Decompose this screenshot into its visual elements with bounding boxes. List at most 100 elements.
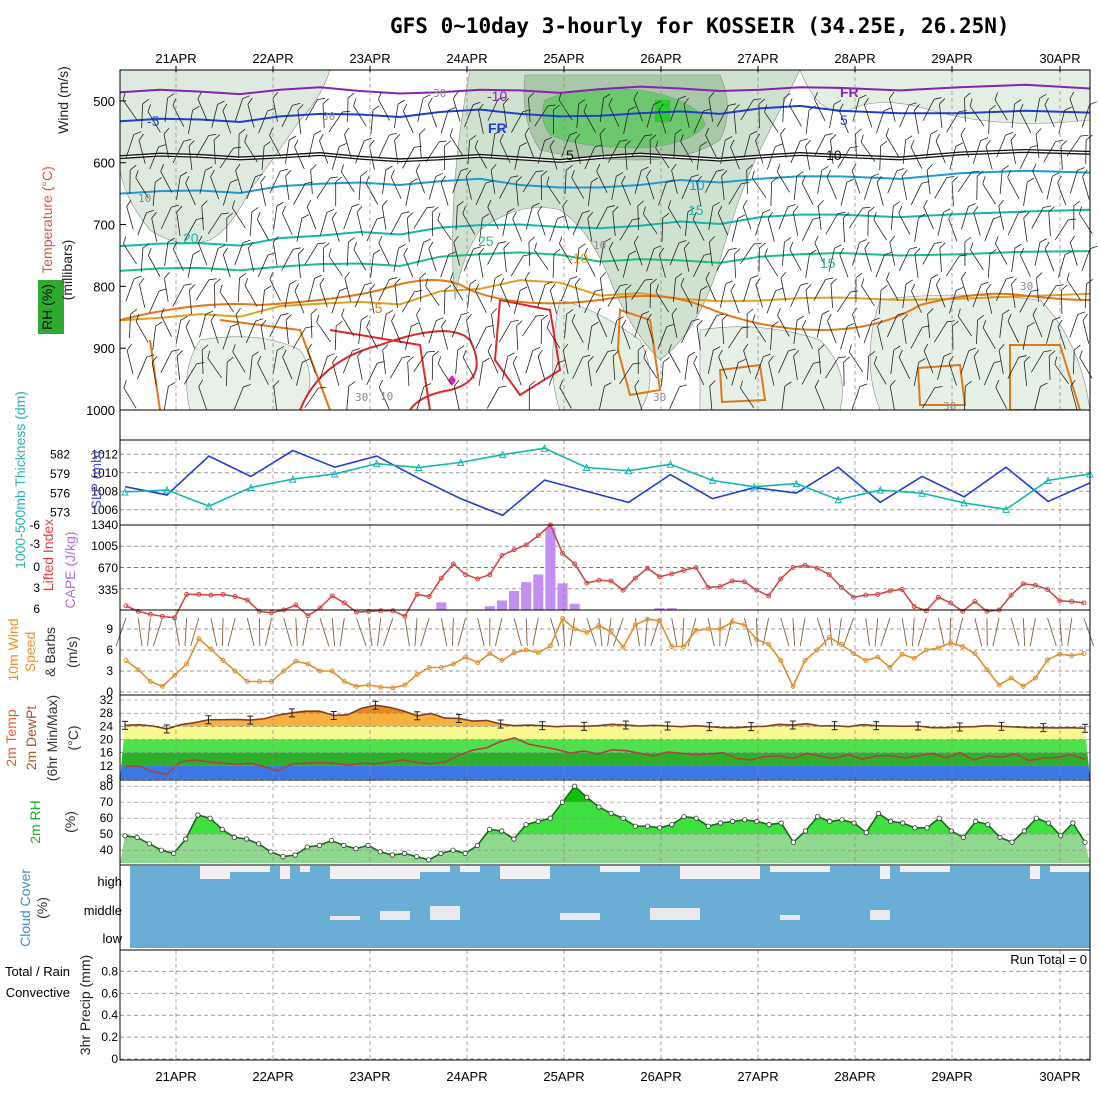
wind-barb <box>986 283 993 314</box>
barb-flag <box>406 212 414 219</box>
barb-flag <box>330 176 338 179</box>
barb-flag <box>151 355 158 363</box>
wind-barb <box>196 133 217 157</box>
barb-flag <box>776 164 781 172</box>
barb-staff <box>721 176 725 200</box>
wind-barb <box>1044 97 1055 128</box>
wind-barb <box>247 241 255 272</box>
barb-staff <box>123 387 137 409</box>
barb-staff <box>646 176 655 200</box>
chart-title: GFS 0~10day 3-hourly for KOSSEIR (34.25E… <box>390 14 1010 38</box>
barb-flag <box>562 199 568 207</box>
barb-flag <box>1080 134 1089 137</box>
y-tick-label: 800 <box>93 279 115 294</box>
axis-label-barbs: & Barbs <box>42 627 58 677</box>
barb-staff <box>830 140 834 164</box>
date-label-bottom: 28APR <box>834 1069 875 1084</box>
barb-flag <box>282 349 287 358</box>
wind-barb <box>273 380 280 410</box>
barb-staff <box>619 363 633 385</box>
barb-staff <box>210 176 220 200</box>
barb-flag <box>587 211 594 219</box>
wind-barb <box>164 93 175 122</box>
barb-staff <box>805 146 811 170</box>
barb-staff <box>475 327 487 349</box>
wind-barb <box>331 287 348 314</box>
barb-staff <box>793 176 798 200</box>
barb-flag <box>189 284 196 291</box>
li-marker <box>208 592 214 598</box>
barb-flag <box>771 176 779 183</box>
wind-barb <box>661 212 670 243</box>
barb-staff <box>524 134 534 158</box>
barb-flag <box>328 248 332 257</box>
y-tick-label: 1000 <box>86 403 115 418</box>
wind-barb <box>631 134 653 157</box>
li-marker <box>693 565 699 570</box>
barb-staff <box>681 320 693 344</box>
barb-flag <box>976 170 984 177</box>
wind-barb <box>353 98 367 127</box>
barb-staff <box>188 146 193 170</box>
barb-staff <box>1007 212 1019 236</box>
wind-barb <box>572 210 590 236</box>
barb-staff <box>1023 182 1028 206</box>
barb-flag <box>378 379 384 388</box>
wind-barb <box>619 218 641 241</box>
wind-barb <box>673 273 683 302</box>
barb-flag <box>310 164 317 171</box>
barb-staff <box>417 98 424 122</box>
wind-barb <box>877 319 884 350</box>
barb-staff <box>370 254 374 278</box>
barb-staff <box>914 254 919 278</box>
wind-barb <box>393 244 406 272</box>
barb-staff <box>342 350 353 374</box>
barb-flag <box>889 235 895 243</box>
barb-flag <box>980 137 989 141</box>
barb-staff <box>607 285 621 307</box>
wind-barb <box>207 350 222 379</box>
wind-barb <box>1072 344 1081 375</box>
wind-barb <box>197 91 208 122</box>
barb-flag <box>348 381 356 387</box>
wind-barb <box>402 145 422 169</box>
contour-label: 10 <box>826 147 842 163</box>
li-marker <box>596 577 602 583</box>
barb-staff <box>669 386 680 410</box>
barb-staff <box>389 357 403 379</box>
wind-barb <box>805 284 812 314</box>
wind-barb <box>201 200 208 230</box>
barb-staff <box>467 284 471 308</box>
wind-barb <box>369 283 376 314</box>
barb-flag <box>583 104 588 112</box>
wind-barb <box>733 104 740 134</box>
barb-flag <box>833 100 842 105</box>
barb-staff <box>273 386 278 410</box>
barb-flag <box>784 381 792 387</box>
wind-barb <box>347 92 355 123</box>
barb-flag <box>122 92 126 101</box>
isotherm-15 <box>119 250 1091 272</box>
surface-barb <box>1047 617 1057 647</box>
barb-flag <box>762 209 771 213</box>
barb-staff <box>768 362 775 386</box>
wind-barb <box>1036 272 1043 302</box>
wind-marker <box>802 658 808 663</box>
barb-flag <box>777 308 781 316</box>
barb-flag <box>221 212 230 215</box>
wind-barb <box>475 283 487 313</box>
contour-label: 10 <box>689 177 705 193</box>
barb-staff <box>237 277 240 303</box>
barb-staff <box>902 140 907 164</box>
barb-staff <box>183 363 198 385</box>
barb-staff <box>201 206 204 230</box>
wind-barb <box>123 380 137 409</box>
wind-barb <box>353 242 367 271</box>
wind-barb <box>1011 99 1022 128</box>
panel-frames <box>119 66 1091 1061</box>
wind-barb <box>587 211 594 242</box>
barb-staff <box>163 134 169 158</box>
wind-barb <box>285 135 297 164</box>
wind-barb <box>1069 91 1079 122</box>
